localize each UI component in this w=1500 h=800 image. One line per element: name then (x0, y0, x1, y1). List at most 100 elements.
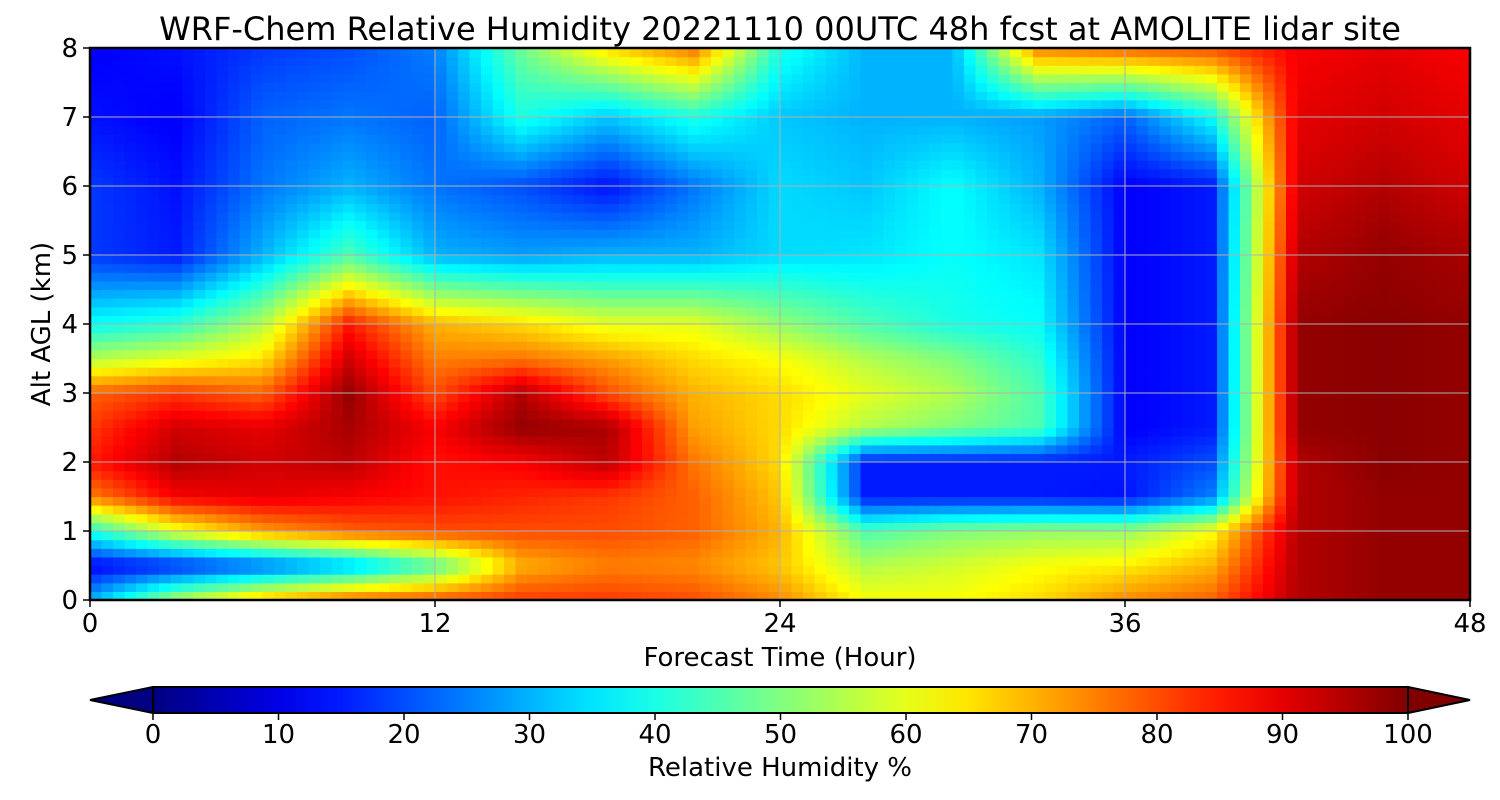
heatmap-cell (941, 539, 954, 549)
heatmap-cell (412, 522, 425, 532)
heatmap-cell (366, 539, 379, 549)
heatmap-cell (170, 479, 183, 489)
heatmap-cell (193, 522, 206, 532)
heatmap-cell (722, 375, 735, 385)
heatmap-cell (1217, 444, 1230, 454)
heatmap-cell (458, 487, 471, 498)
heatmap-cell (803, 556, 816, 567)
heatmap-cell (929, 237, 942, 247)
heatmap-cell (883, 255, 896, 265)
heatmap-cell (170, 453, 183, 463)
heatmap-cell (596, 565, 609, 575)
heatmap-cell (412, 401, 425, 411)
heatmap-cell (619, 565, 632, 575)
heatmap-cell (1240, 358, 1253, 368)
heatmap-cell (768, 436, 781, 446)
heatmap-cell (1263, 496, 1276, 506)
heatmap-cell (205, 436, 218, 446)
heatmap-cell (975, 280, 988, 291)
heatmap-cell (1044, 462, 1057, 472)
heatmap-cell (1343, 306, 1356, 316)
heatmap-cell (665, 289, 678, 299)
heatmap-cell (895, 358, 908, 368)
heatmap-cell (883, 280, 896, 291)
heatmap-cell (1378, 410, 1391, 420)
heatmap-cell (1274, 444, 1287, 454)
heatmap-cell (607, 237, 620, 247)
heatmap-cell (607, 565, 620, 575)
heatmap-cell (561, 479, 574, 489)
heatmap-cell (1194, 418, 1207, 429)
heatmap-cell (883, 539, 896, 549)
heatmap-cell (1217, 410, 1230, 420)
heatmap-cell (1067, 393, 1080, 403)
heatmap-cell (1182, 341, 1195, 351)
heatmap-cell (906, 436, 919, 446)
heatmap-cell (354, 444, 367, 454)
heatmap-cell (791, 401, 804, 411)
heatmap-cell (941, 565, 954, 575)
heatmap-cell (1401, 582, 1414, 592)
heatmap-cell (791, 539, 804, 549)
heatmap-cell (492, 237, 505, 247)
heatmap-cell (389, 341, 402, 351)
heatmap-cell (1297, 496, 1310, 506)
heatmap-cell (780, 582, 793, 592)
heatmap-cell (630, 436, 643, 446)
heatmap-cell (1458, 401, 1470, 411)
heatmap-cell (803, 324, 816, 334)
heatmap-cell (550, 237, 563, 247)
heatmap-cell (1228, 401, 1241, 411)
heatmap-cell (1343, 574, 1356, 584)
heatmap-cell (331, 298, 344, 308)
heatmap-cell (228, 539, 241, 549)
heatmap-cell (1458, 427, 1470, 437)
heatmap-cell (987, 324, 1000, 334)
heatmap-cell (1079, 436, 1092, 446)
heatmap-cell (331, 393, 344, 403)
heatmap-cell (1056, 367, 1069, 377)
heatmap-cell (1136, 367, 1149, 377)
heatmap-cell (573, 513, 586, 523)
heatmap-cell (929, 436, 942, 446)
heatmap-cell (872, 418, 885, 429)
heatmap-cell (101, 255, 114, 265)
heatmap-cell (1378, 332, 1391, 342)
heatmap-cell (1171, 574, 1184, 584)
heatmap-cell (504, 280, 517, 291)
heatmap-cell (1378, 556, 1391, 567)
heatmap-cell (1286, 306, 1299, 316)
heatmap-cell (1182, 582, 1195, 592)
heatmap-cell (849, 539, 862, 549)
heatmap-cell (1136, 401, 1149, 411)
heatmap-cell (435, 565, 448, 575)
heatmap-cell (400, 513, 413, 523)
heatmap-cell (469, 367, 482, 377)
heatmap-cell (1263, 401, 1276, 411)
heatmap-cell (665, 487, 678, 498)
heatmap-cell (1274, 565, 1287, 575)
heatmap-cell (412, 332, 425, 342)
heatmap-cell (780, 453, 793, 463)
heatmap-cell (423, 367, 436, 377)
heatmap-cell (791, 427, 804, 437)
heatmap-cell (262, 539, 275, 549)
heatmap-cell (1010, 358, 1023, 368)
heatmap-cell (193, 332, 206, 342)
heatmap-cell (1125, 401, 1138, 411)
heatmap-cell (412, 513, 425, 523)
heatmap-cell (964, 263, 977, 273)
heatmap-cell (734, 522, 747, 532)
heatmap-cell (998, 367, 1011, 377)
heatmap-cell (101, 341, 114, 351)
heatmap-cell (331, 462, 344, 472)
heatmap-cell (262, 315, 275, 325)
heatmap-cell (251, 255, 264, 265)
heatmap-cell (423, 418, 436, 429)
heatmap-cell (1286, 462, 1299, 472)
heatmap-cell (711, 582, 724, 592)
heatmap-cell (964, 306, 977, 316)
heatmap-cell (538, 470, 551, 480)
heatmap-cell (170, 263, 183, 273)
heatmap-cell (343, 306, 356, 316)
